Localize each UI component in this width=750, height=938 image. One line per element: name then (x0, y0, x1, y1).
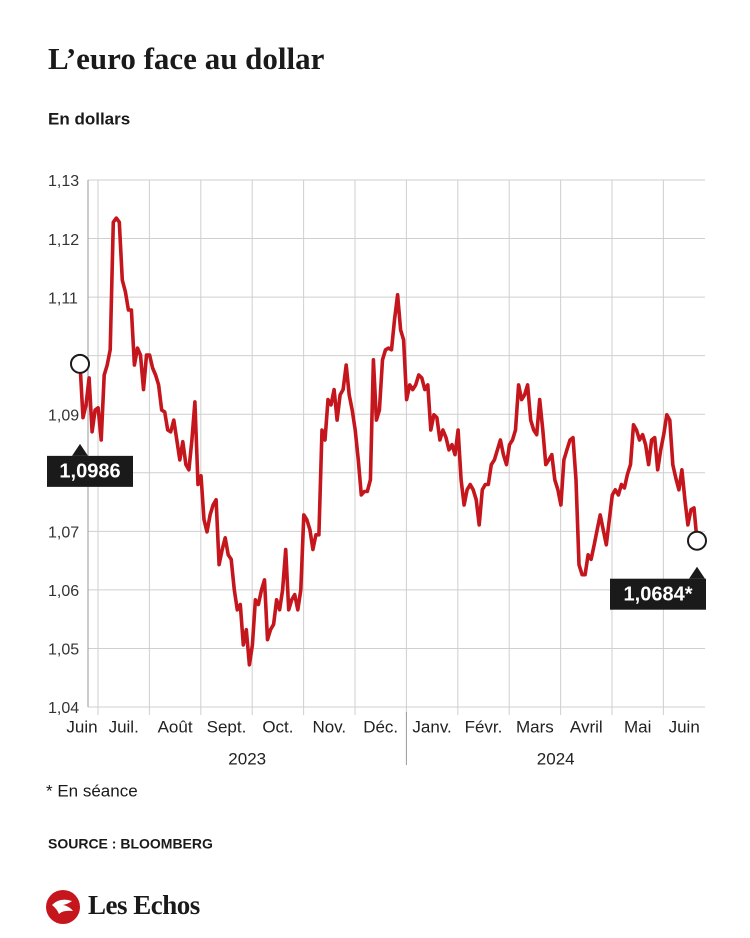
x-tick-label: Juil. (109, 717, 139, 736)
x-tick-label: Déc. (363, 717, 398, 736)
x-tick-label: Oct. (262, 717, 293, 736)
y-tick-label: 1,09 (48, 407, 79, 424)
annotation: 1,0986 (47, 353, 133, 487)
y-tick-label: 1,12 (48, 232, 79, 249)
annotation-label: 1,0986 (59, 461, 120, 483)
y-tick-label: 1,05 (48, 642, 79, 659)
logo-icon (46, 890, 80, 924)
annotation-label: 1,0684* (624, 583, 693, 605)
x-tick-label: Avril (570, 717, 603, 736)
y-tick-label: 1,07 (48, 525, 79, 542)
y-tick-label: 1,06 (48, 583, 79, 600)
x-tick-label: Mars (516, 717, 554, 736)
line (78, 216, 699, 667)
annotation-marker (687, 530, 707, 551)
year-label: 2023 (228, 749, 266, 768)
annotation-box (47, 455, 133, 487)
footnote: * En séance (46, 781, 138, 800)
y-tick-label: 1,04 (48, 700, 79, 717)
x-tick-label: Août (158, 717, 193, 736)
x-tick-label: Juin (66, 717, 97, 736)
logo-text: Les Echos (88, 890, 200, 920)
chart-title: L’euro face au dollar (48, 41, 325, 76)
x-tick-label: Sept. (207, 717, 247, 736)
y-tick-label: 1,13 (48, 173, 79, 190)
x-tick-label: Juin (669, 717, 700, 736)
x-tick-label: Mai (624, 717, 651, 736)
x-tick-label: Nov. (312, 717, 346, 736)
annotation-pointer (72, 443, 88, 456)
chart-subtitle: En dollars (48, 109, 130, 128)
source: SOURCE : BLOOMBERG (48, 836, 213, 852)
x-tick-label: Févr. (465, 717, 503, 736)
x-tick-label: Janv. (412, 717, 451, 736)
annotation-pointer (689, 566, 705, 579)
annotation: 1,0684* (610, 530, 707, 610)
annotation-marker (70, 353, 90, 374)
y-tick-label: 1,11 (48, 290, 78, 307)
annotation-box (610, 578, 706, 610)
year-label: 2024 (537, 749, 575, 768)
